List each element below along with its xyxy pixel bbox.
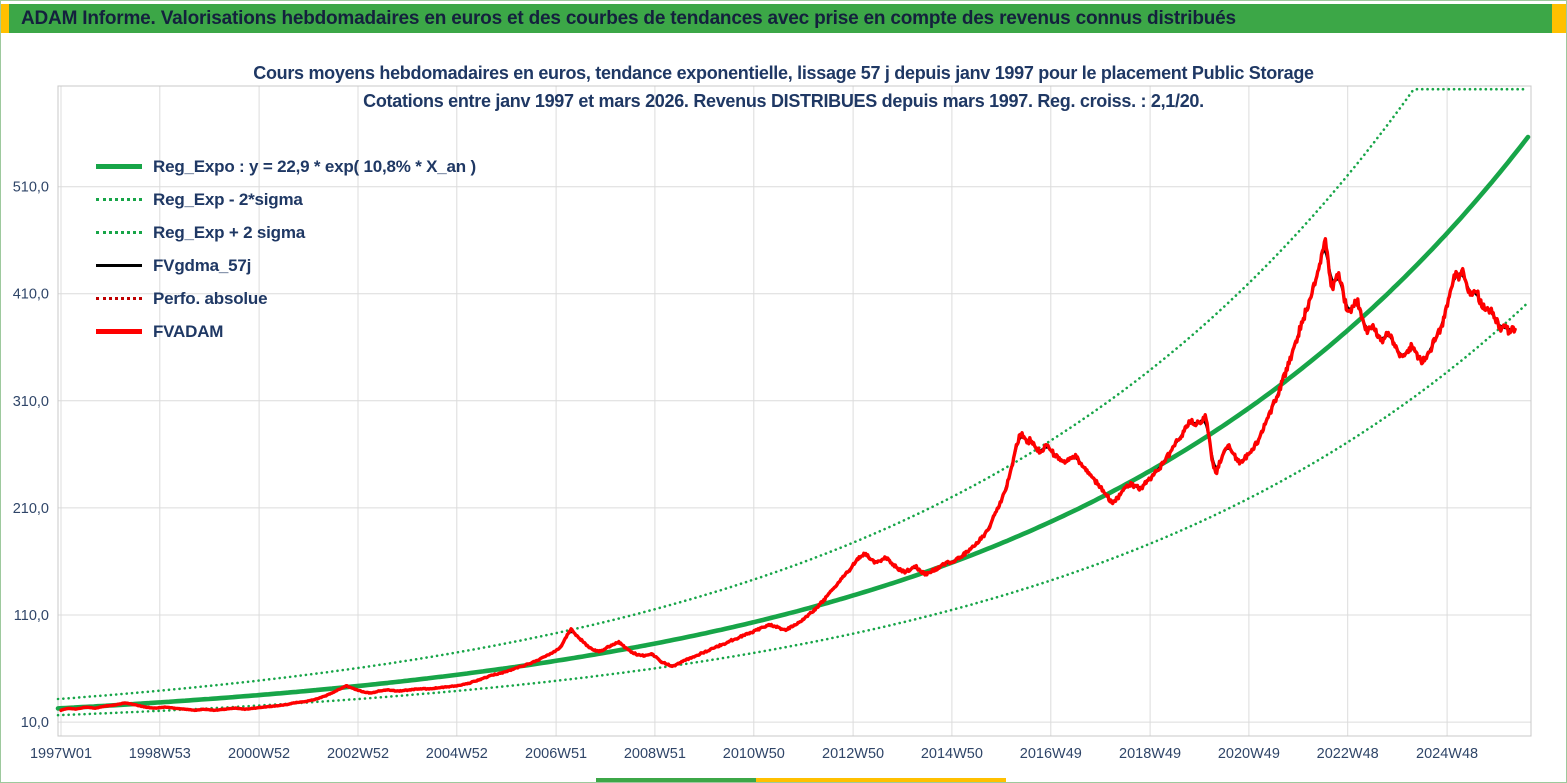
x-axis-label: 2020W49 — [1218, 746, 1280, 762]
x-axis-label: 2000W52 — [228, 746, 290, 762]
legend-line-swatch — [96, 297, 142, 300]
x-axis-label: 1997W01 — [30, 746, 92, 762]
legend: Reg_Expo : y = 22,9 * exp( 10,8% * X_an … — [96, 150, 476, 348]
y-axis-label: 510,0 — [13, 180, 49, 196]
x-axis-label: 2018W49 — [1119, 746, 1181, 762]
legend-line-swatch — [96, 231, 142, 234]
legend-line-swatch — [96, 198, 142, 201]
corner-accent-top-left — [1, 4, 9, 33]
legend-label: Reg_Exp + 2 sigma — [153, 222, 306, 242]
y-axis-label: 210,0 — [13, 501, 49, 517]
legend-label: Reg_Exp - 2*sigma — [153, 189, 303, 209]
header-title: ADAM Informe. Valorisations hebdomadaire… — [21, 7, 1236, 29]
legend-item: Reg_Exp - 2*sigma — [96, 183, 476, 216]
y-axis-label: 310,0 — [13, 394, 49, 410]
x-axis-label: 2002W52 — [327, 746, 389, 762]
legend-item: FVADAM — [96, 315, 476, 348]
legend-item: FVgdma_57j — [96, 249, 476, 282]
legend-label: FVgdma_57j — [153, 255, 252, 275]
bottom-accent-green — [596, 778, 756, 782]
legend-label: Perfo. absolue — [153, 288, 268, 308]
chart-title-line1: Cours moyens hebdomadaires en euros, ten… — [253, 63, 1314, 83]
corner-accent-top-right — [1552, 4, 1566, 33]
legend-line-swatch — [96, 264, 142, 267]
x-axis-label: 2010W50 — [723, 746, 785, 762]
legend-label: Reg_Expo : y = 22,9 * exp( 10,8% * X_an … — [153, 156, 476, 176]
legend-line-swatch — [96, 329, 142, 334]
x-axis-label: 2008W51 — [624, 746, 686, 762]
x-axis-label: 2014W50 — [921, 746, 983, 762]
header-bar: ADAM Informe. Valorisations hebdomadaire… — [9, 4, 1552, 33]
legend-item: Reg_Expo : y = 22,9 * exp( 10,8% * X_an … — [96, 150, 476, 183]
legend-item: Reg_Exp + 2 sigma — [96, 216, 476, 249]
bottom-accent-yellow — [756, 778, 1006, 782]
y-axis-label: 10,0 — [21, 715, 49, 731]
y-axis-label: 410,0 — [13, 287, 49, 303]
x-axis-label: 2024W48 — [1416, 746, 1478, 762]
chart-title-line2: Cotations entre janv 1997 et mars 2026. … — [363, 91, 1204, 111]
x-axis-label: 1998W53 — [129, 746, 191, 762]
x-axis-label: 2016W49 — [1020, 746, 1082, 762]
legend-label: FVADAM — [153, 321, 224, 341]
legend-line-swatch — [96, 164, 142, 169]
x-axis-label: 2012W50 — [822, 746, 884, 762]
x-axis-label: 2004W52 — [426, 746, 488, 762]
legend-item: Perfo. absolue — [96, 282, 476, 315]
x-axis-label: 2022W48 — [1317, 746, 1379, 762]
x-axis-label: 2006W51 — [525, 746, 587, 762]
y-axis-label: 110,0 — [14, 608, 49, 624]
